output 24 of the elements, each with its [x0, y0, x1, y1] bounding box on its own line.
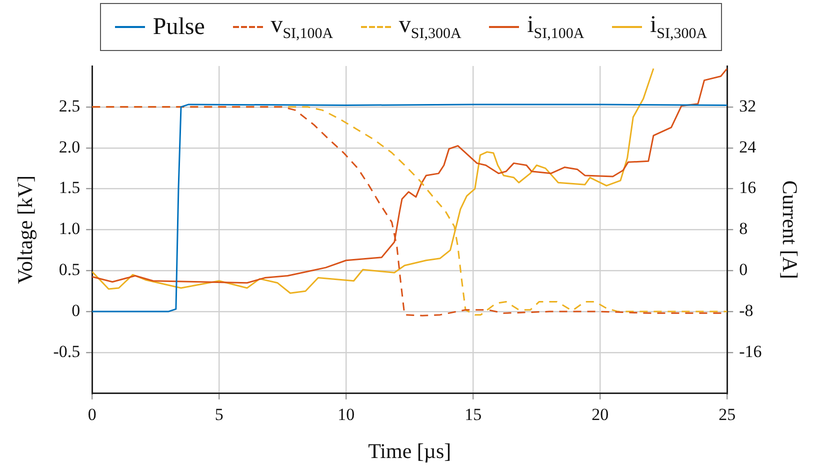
y-tick-label: -0.5 — [53, 342, 80, 361]
y-tick-label: 2.0 — [58, 137, 80, 156]
x-tick-label: 15 — [464, 405, 482, 424]
y2-tick-label: -8 — [739, 301, 754, 320]
legend-label: Pulse — [152, 14, 205, 40]
y2-tick-label: 16 — [739, 178, 756, 198]
y-tick-label: 0.5 — [58, 260, 80, 280]
y-tick-label: 1.0 — [58, 219, 80, 238]
y2-tick-label: 32 — [739, 96, 756, 116]
y2-tick-label: 8 — [739, 219, 748, 238]
y2-axis-title: Current [A] — [778, 180, 802, 279]
y2-tick-label: 0 — [739, 260, 748, 280]
x-tick-label: 25 — [718, 405, 736, 424]
x-tick-label: 5 — [214, 405, 224, 424]
x-tick-label: 0 — [88, 405, 96, 424]
y-tick-label: 0 — [72, 301, 80, 320]
y-axis-title: Voltage [kV] — [13, 175, 38, 284]
y-tick-label: 2.5 — [58, 96, 80, 116]
y-tick-label: 1.5 — [58, 178, 80, 198]
y2-tick-label: -16 — [739, 342, 762, 361]
x-tick-label: 20 — [592, 405, 609, 424]
x-tick-label: 10 — [338, 405, 355, 424]
y2-tick-label: 24 — [739, 137, 757, 156]
x-axis-title: Time [µs] — [368, 438, 452, 463]
